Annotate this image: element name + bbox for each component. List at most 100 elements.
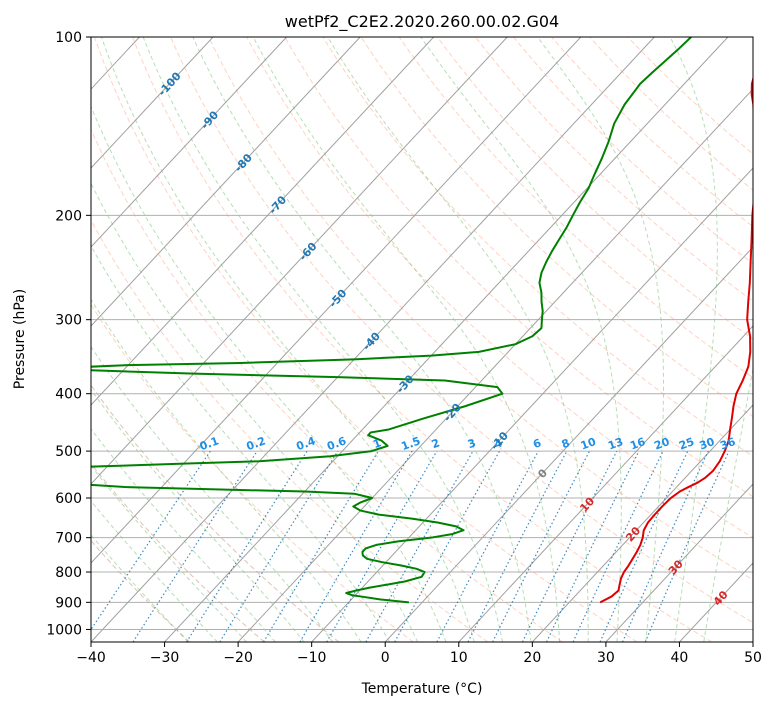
dry-adiabat-line — [170, 37, 753, 624]
x-tick-label: −20 — [223, 650, 253, 666]
isotherm-line — [91, 37, 287, 248]
isotherm-line — [237, 88, 753, 642]
mixing-ratio-line — [436, 450, 539, 642]
mixing-ratio-label: 3 — [466, 436, 478, 451]
y-tick-label: 500 — [55, 444, 82, 460]
mixing-ratio-label: 16 — [628, 435, 647, 453]
isotherm-line — [384, 246, 753, 642]
mixing-ratio-label: 10 — [579, 435, 598, 453]
dry-adiabat-line — [398, 37, 753, 379]
y-tick-label: 600 — [55, 491, 82, 507]
temperature-line — [599, 75, 753, 604]
moist-adiabats — [91, 37, 753, 642]
mixing-ratio-line — [521, 450, 618, 642]
moist-adiabat-line — [703, 366, 753, 642]
x-tick-label: 0 — [381, 650, 390, 666]
moist-adiabat-line — [91, 298, 362, 642]
mixing-ratio-label: 0.2 — [245, 434, 268, 453]
isotherm-line — [164, 37, 729, 642]
moist-adiabat-line — [91, 388, 305, 642]
isotherm-line — [0, 37, 66, 642]
moist-adiabat-line — [420, 37, 622, 642]
x-tick-label: 50 — [744, 650, 762, 666]
dry-adiabat-line — [91, 219, 489, 642]
moist-adiabat-line — [252, 37, 561, 642]
mixing-ratio-line — [365, 450, 474, 642]
moist-adiabat-line — [91, 534, 189, 642]
x-tick-label: 40 — [671, 650, 689, 666]
moist-adiabat-line — [537, 37, 665, 642]
isotherm-line — [531, 404, 753, 642]
isotherm-grid — [0, 37, 753, 642]
dry-adiabat-line — [91, 539, 190, 642]
isotherm-line — [91, 37, 582, 564]
x-tick-label: −10 — [297, 650, 327, 666]
mixing-ratio-line — [219, 450, 339, 642]
y-axis: 100 200 300 400 500 600 700 800 900 1000 — [46, 30, 91, 638]
sounding-profiles — [91, 37, 753, 604]
dry-adiabat-line — [322, 37, 753, 457]
mixing-ratio-line — [132, 450, 258, 642]
dry-adiabat-line — [284, 37, 753, 498]
chart-title: wetPf2_C2E2.2020.260.00.02.G04 — [285, 12, 559, 32]
mixing-ratio-label: 0.4 — [295, 434, 318, 453]
x-tick-label: −40 — [76, 650, 106, 666]
x-tick-label: 20 — [523, 650, 541, 666]
moist-adiabat-line — [91, 345, 334, 642]
x-tick-label: 10 — [450, 650, 468, 666]
x-tick-label: 30 — [597, 650, 615, 666]
mixing-ratio-label: 0.1 — [198, 434, 221, 453]
isotherm-line — [605, 483, 753, 642]
y-tick-label: 300 — [55, 313, 82, 329]
isotherm-line — [752, 641, 753, 642]
mixing-ratio-label: 20 — [652, 435, 671, 453]
plot-area: 0.1 0.2 0.4 0.6 1 1.5 2 3 4 6 8 10 13 16 20 25 30 36-100-… — [0, 37, 753, 642]
x-axis: −40 −30 −20 −10 0 10 20 30 40 50 — [76, 642, 762, 666]
dry-adiabat-line — [132, 37, 713, 642]
isotherm-line — [91, 37, 655, 642]
mixing-ratio-label: 2 — [430, 436, 442, 451]
inline-labels: 0.1 0.2 0.4 0.6 1 1.5 2 3 4 6 8 10 13 16 20 25 30 36-100-… — [156, 69, 738, 608]
y-tick-label: 700 — [55, 531, 82, 547]
dewpoint-line — [91, 37, 692, 604]
y-tick-label: 400 — [55, 387, 82, 403]
mixing-ratio-label: 1 — [371, 436, 383, 451]
mixing-ratio-label: 0.6 — [325, 434, 348, 453]
isotherm-line — [91, 37, 214, 169]
mixing-ratio-label: 1.5 — [400, 434, 423, 453]
y-axis-label: Pressure (hPa) — [12, 289, 28, 389]
y-tick-label: 800 — [55, 565, 82, 581]
mixing-ratio-label: 30 — [698, 435, 717, 453]
mixing-ratio-label: 36 — [718, 435, 737, 453]
moist-adiabat-line — [100, 37, 475, 642]
plot-background — [91, 37, 753, 642]
moist-adiabat-line — [91, 244, 390, 642]
moist-adiabat-line — [192, 37, 532, 642]
dry-adiabat-line — [93, 37, 638, 642]
y-tick-label: 100 — [55, 30, 82, 46]
mixing-ratio-label: 8 — [560, 436, 572, 451]
moist-adiabat-line — [91, 464, 247, 642]
mixing-ratio-label: 25 — [677, 435, 696, 452]
mixing-ratio-label: 4 — [493, 436, 505, 451]
isotherm-line — [458, 325, 753, 642]
y-tick-label: 900 — [55, 595, 82, 611]
dry-adiabat-line — [436, 37, 753, 340]
moist-adiabat-line — [142, 37, 504, 642]
x-axis-label: Temperature (°C) — [361, 681, 483, 697]
y-tick-label: 200 — [55, 208, 82, 224]
moist-adiabat-line — [669, 37, 718, 642]
isotherm-line — [91, 37, 508, 485]
y-tick-label: 1000 — [46, 622, 82, 638]
moist-adiabat-line — [91, 427, 276, 642]
dry-adiabat-line — [91, 128, 563, 642]
mixing-ratio-line — [394, 450, 501, 642]
mixing-ratio-line — [91, 450, 211, 631]
mixing-ratio-line — [644, 450, 730, 642]
x-tick-label: −30 — [150, 650, 180, 666]
mixing-ratio-line — [492, 450, 591, 642]
isotherm-line — [91, 37, 435, 406]
moist-adiabat-line — [91, 500, 218, 642]
mixing-ratio-label: 13 — [606, 435, 625, 452]
